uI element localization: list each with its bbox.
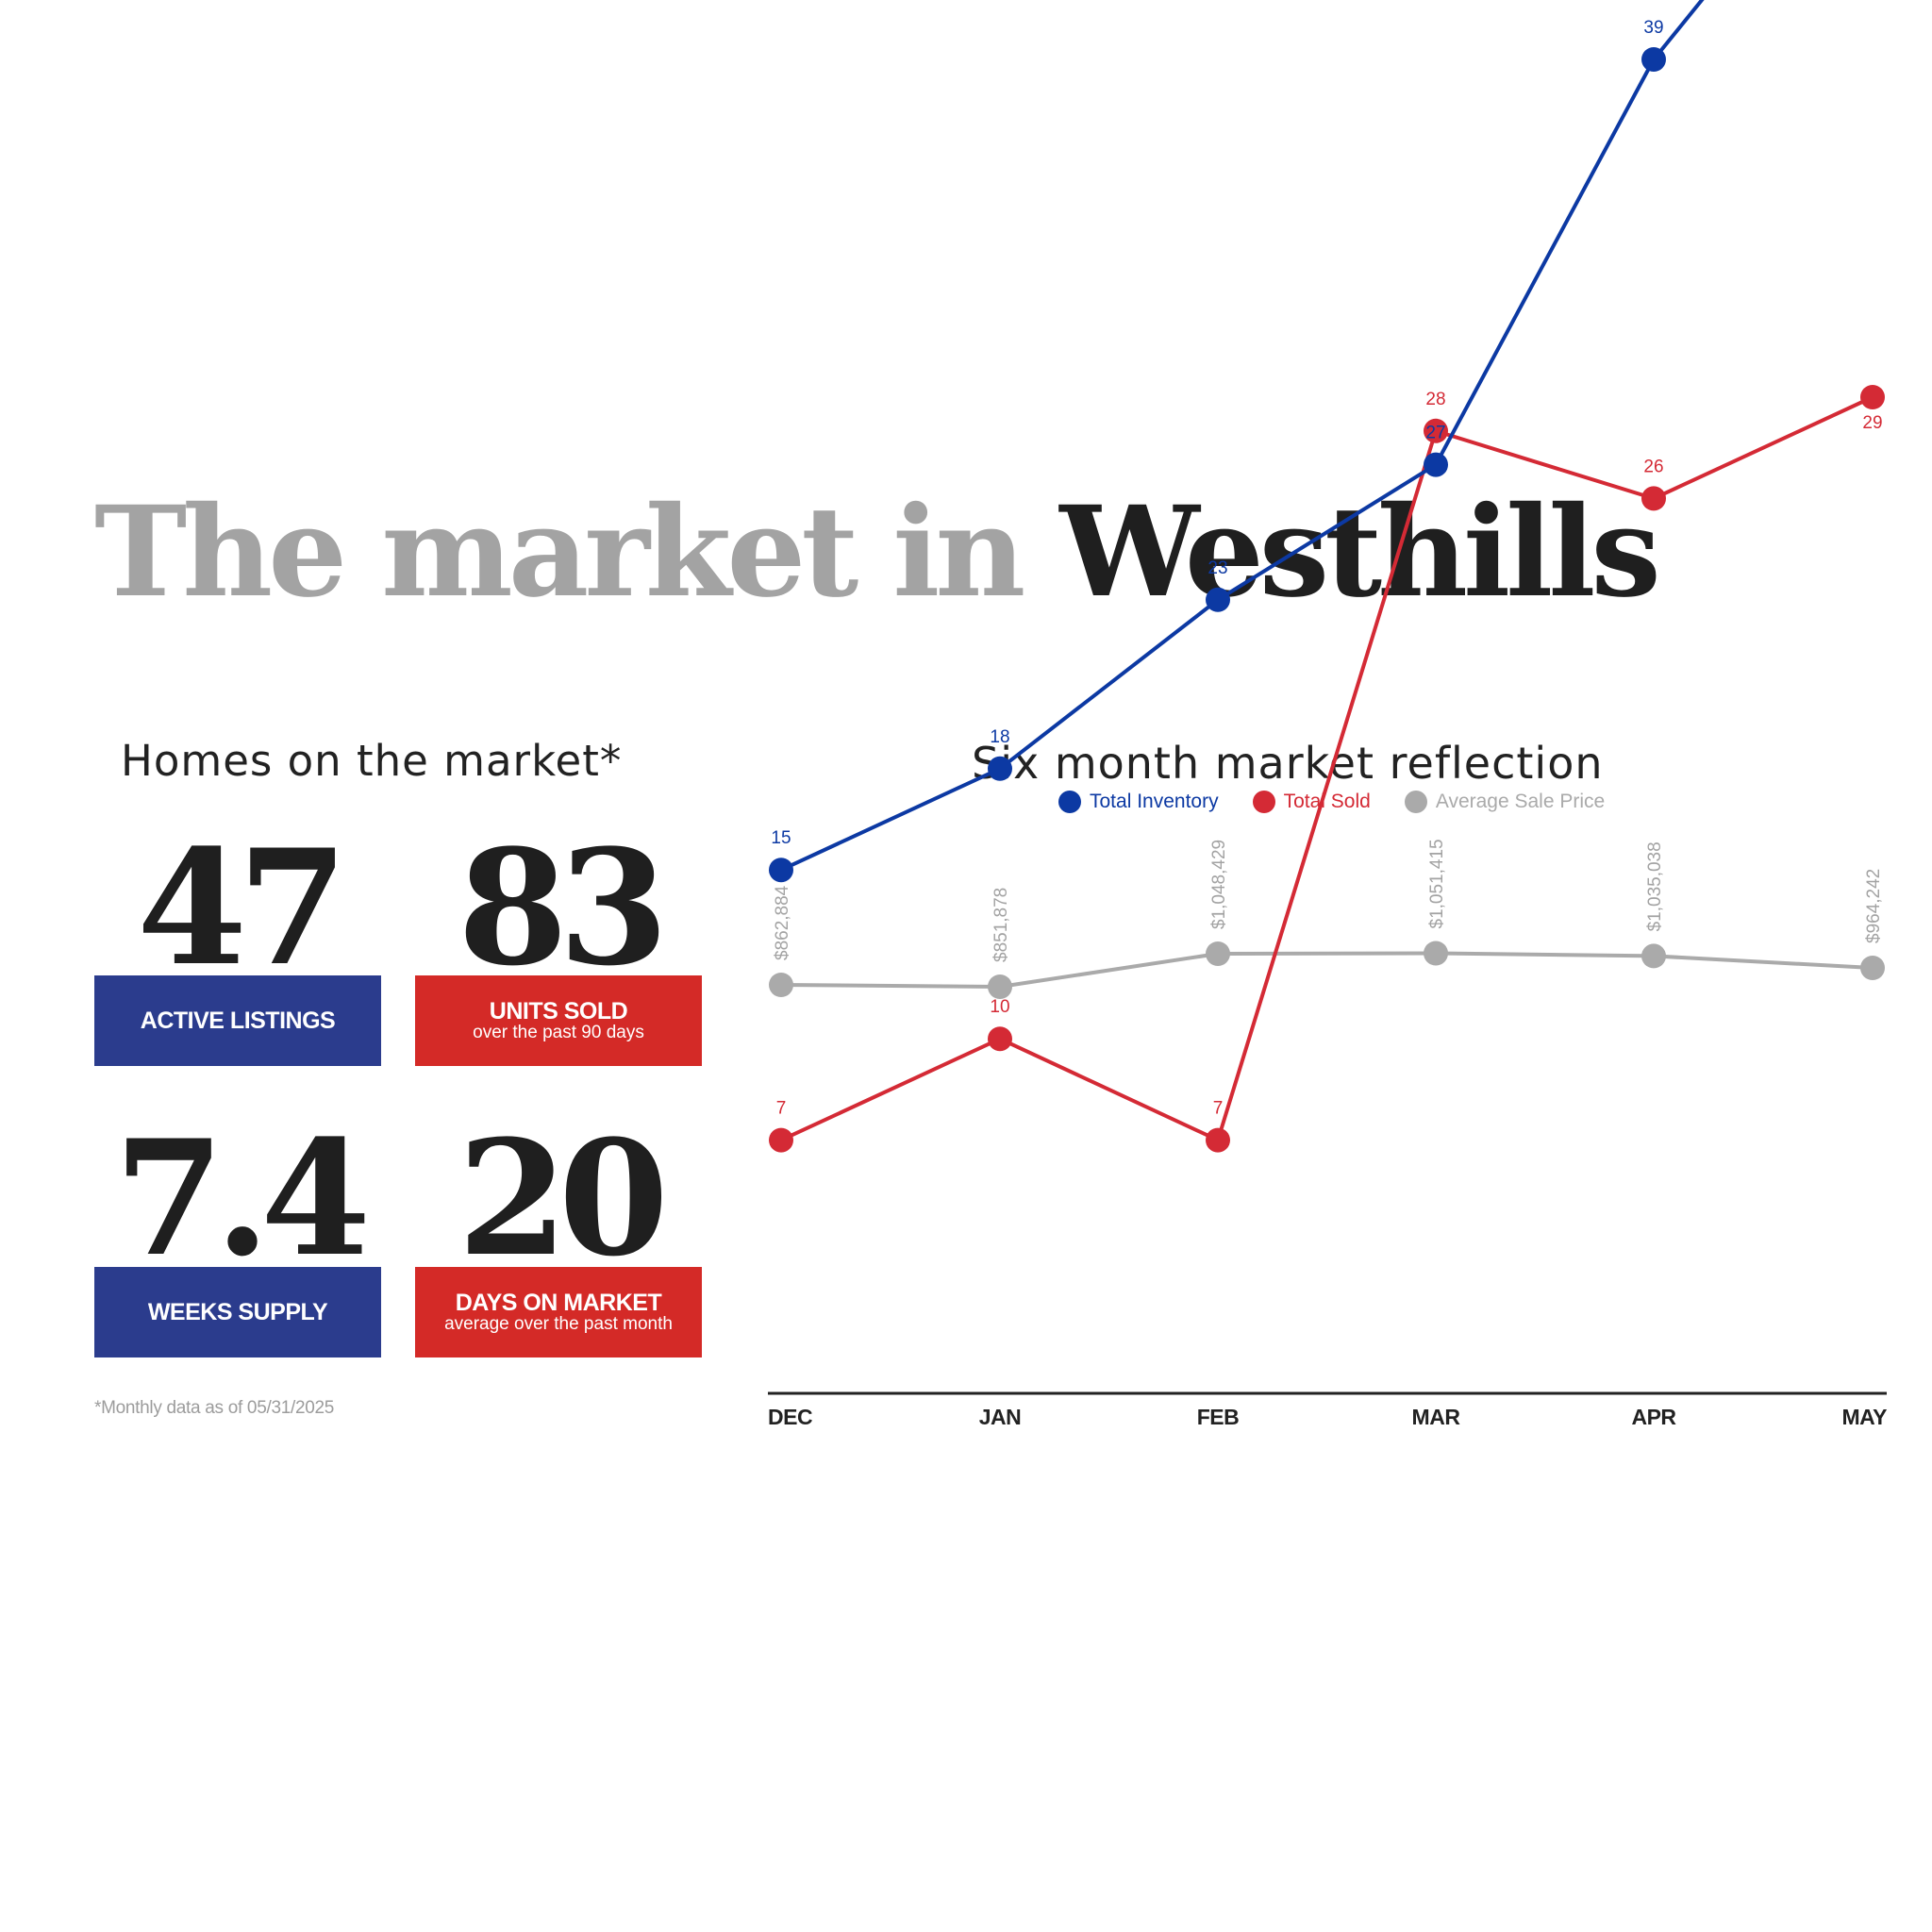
point-sold-mar <box>1424 418 1448 443</box>
active-listings-value: 47 <box>137 814 348 1001</box>
legend-label-price: Average Sale Price <box>1435 791 1606 812</box>
legend-dot-inventory <box>1058 791 1081 813</box>
point-inventory-feb <box>1206 587 1230 612</box>
point-inventory-apr <box>1641 47 1666 72</box>
x-tick-label-jan: JAN <box>979 1405 1022 1429</box>
data-label-sold-feb: 7 <box>1213 1099 1224 1119</box>
legend-dot-sold <box>1252 791 1275 813</box>
title-prefix: The market in <box>94 479 1060 625</box>
days-on-market-box: DAYS ON MARKET average over the past mon… <box>415 1267 702 1357</box>
legend-item-price: Average Sale Price <box>1404 791 1606 813</box>
x-tick-label-feb: FEB <box>1197 1405 1240 1429</box>
data-label-inventory-apr: 39 <box>1643 18 1663 38</box>
legend-item-inventory: Total Inventory <box>1058 791 1219 813</box>
chart-title: Six month market reflection <box>972 738 1604 789</box>
data-label-sold-jan: 10 <box>990 997 1009 1017</box>
data-label-inventory-dec: 15 <box>771 828 791 848</box>
weeks-supply-label: WEEKS SUPPLY <box>147 1298 328 1325</box>
point-sold-jan <box>988 1026 1012 1052</box>
units-sold-label: UNITS SOLD <box>489 997 628 1024</box>
data-label-sold-mar: 28 <box>1425 390 1445 409</box>
data-label-price-feb: $1,048,429 <box>1209 840 1229 929</box>
series-line-inventory <box>780 0 1705 873</box>
point-price-feb <box>1206 941 1230 966</box>
series-line-sold <box>780 395 1874 1142</box>
units-sold-value: 83 <box>458 814 669 1001</box>
point-price-apr <box>1641 943 1666 969</box>
x-tick-label-may: MAY <box>1842 1405 1888 1429</box>
weeks-supply-value: 7.4 <box>113 1105 371 1291</box>
point-sold-apr <box>1641 486 1666 511</box>
point-sold-dec <box>769 1127 793 1153</box>
legend-label-sold: Total Sold <box>1283 791 1371 812</box>
legend-dot-price <box>1404 791 1427 813</box>
data-label-sold-dec: 7 <box>776 1099 787 1119</box>
point-price-may <box>1860 956 1885 980</box>
x-tick-label-dec: DEC <box>768 1405 812 1429</box>
footnote: *Monthly data as of 05/31/2025 <box>94 1398 335 1418</box>
chart-legend: Total Inventory Total Sold Average Sale … <box>1058 791 1605 813</box>
active-listings-label: ACTIVE LISTINGS <box>140 1007 336 1034</box>
point-inventory-mar <box>1424 452 1448 477</box>
point-inventory-dec <box>769 858 793 883</box>
days-on-market-sub: average over the past month <box>444 1314 673 1335</box>
data-label-inventory-feb: 23 <box>1208 558 1227 578</box>
data-label-price-apr: $1,035,038 <box>1645 841 1665 931</box>
units-sold-sub: over the past 90 days <box>473 1023 644 1043</box>
days-on-market-label: DAYS ON MARKET <box>455 1289 662 1316</box>
active-listings-box: ACTIVE LISTINGS <box>94 975 381 1066</box>
legend-item-sold: Total Sold <box>1252 791 1371 813</box>
weeks-supply-box: WEEKS SUPPLY <box>94 1267 381 1357</box>
point-price-dec <box>769 973 793 997</box>
x-tick-label-apr: APR <box>1631 1405 1676 1429</box>
data-label-inventory-mar: 27 <box>1425 424 1445 443</box>
data-label-price-dec: $862,884 <box>773 885 792 960</box>
units-sold-box: UNITS SOLD over the past 90 days <box>415 975 702 1066</box>
days-on-market-value: 20 <box>458 1105 669 1291</box>
x-tick-label-mar: MAR <box>1412 1405 1461 1429</box>
series-line-price <box>780 951 1874 989</box>
data-label-sold-may: 29 <box>1862 413 1882 433</box>
data-label-inventory-jan: 18 <box>990 727 1009 747</box>
data-label-price-mar: $1,051,415 <box>1427 839 1447 928</box>
point-price-jan <box>988 974 1012 999</box>
data-label-sold-apr: 26 <box>1643 457 1663 476</box>
point-sold-may <box>1860 385 1885 409</box>
data-label-price-jan: $851,878 <box>991 888 1011 962</box>
legend-label-inventory: Total Inventory <box>1090 791 1219 812</box>
data-label-price-may: $964,242 <box>1864 869 1884 943</box>
point-sold-feb <box>1206 1127 1230 1153</box>
homes-heading: Homes on the market* <box>121 736 623 786</box>
point-inventory-jan <box>988 756 1012 781</box>
point-price-mar <box>1424 941 1448 966</box>
